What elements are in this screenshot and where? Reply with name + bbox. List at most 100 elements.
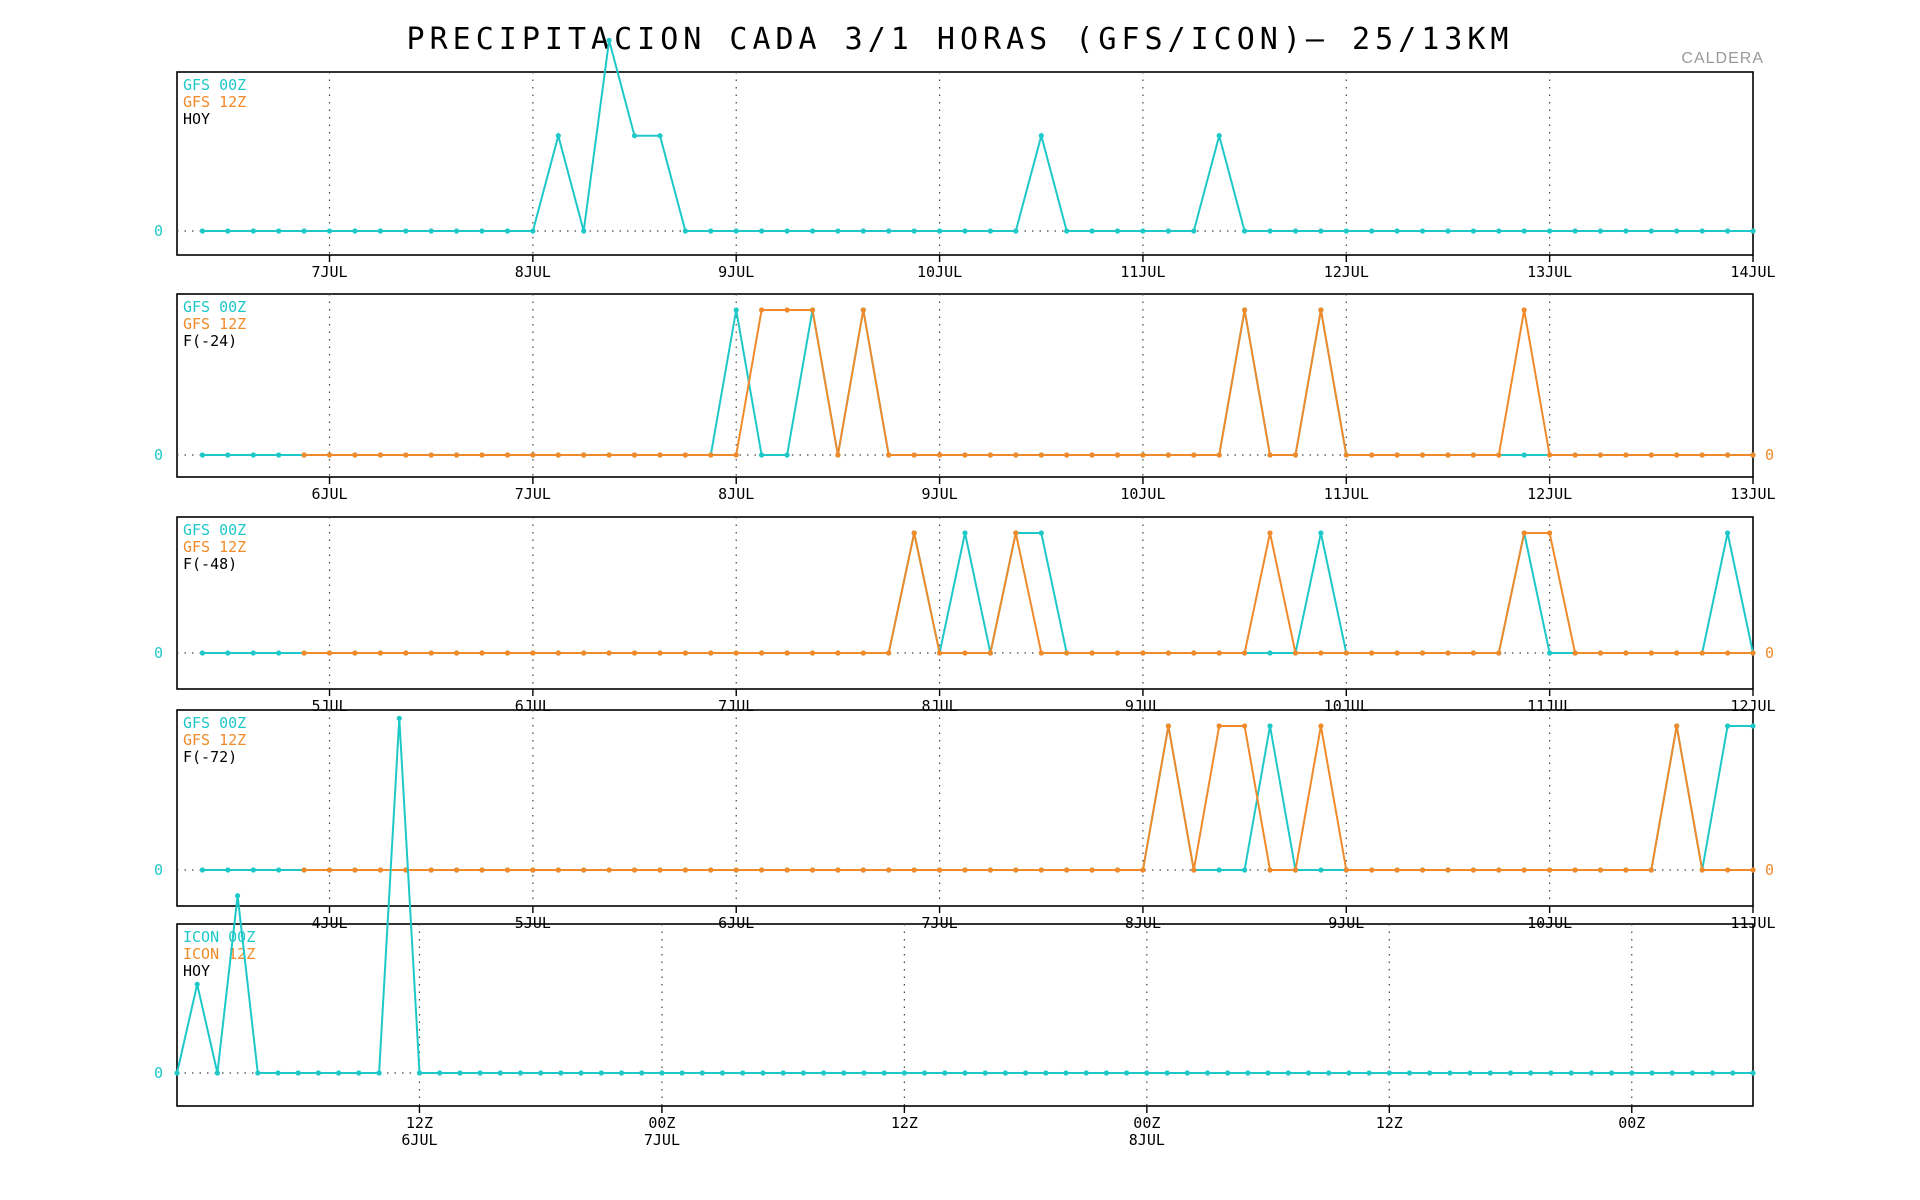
panel-3-series-12z-point	[809, 650, 816, 656]
panel-3-series-12z-point	[377, 650, 383, 656]
panel-4-series-12z-point	[1597, 867, 1604, 873]
panel-5-series-00z-point	[1406, 1070, 1413, 1076]
panel-3-series-12z-point	[1470, 650, 1476, 656]
panel-5-frame	[176, 923, 1754, 1107]
panel-2-series-12z-point	[1725, 452, 1731, 458]
panel-1-series-00z-point	[1089, 228, 1095, 234]
panel-1-series-00z-point	[733, 228, 739, 234]
panel-3-tick-label: 6JUL	[515, 697, 551, 715]
panel-5-series-00z-line	[176, 718, 1753, 1074]
panel-3-series-12z-point	[886, 650, 892, 656]
panel-5-tick-label-date: 7JUL	[644, 1131, 680, 1149]
panel-4-series-00z-point	[1750, 723, 1756, 729]
panel-5-series-00z-point	[315, 1070, 321, 1076]
panel-2-series-12z-point	[657, 452, 663, 458]
panel-3-series-12z-point	[631, 650, 638, 656]
panel-3-series-12z-point	[1623, 650, 1629, 656]
panel-1-legend-2: GFS 12Z	[183, 93, 246, 111]
panel-4-series-00z-point	[199, 867, 205, 873]
panel-3-series-12z-point	[428, 650, 434, 656]
panel-2-series-12z-point	[809, 307, 816, 313]
panel-3-series-12z-point	[352, 650, 358, 656]
panel-4-series-12z-point	[1699, 867, 1705, 873]
panel-5-series-00z-point	[982, 1070, 988, 1076]
panel-3-series-12z-point	[1521, 530, 1527, 536]
panel-3-series-12z-point	[784, 650, 790, 656]
panel-3-series-12z-point	[1114, 650, 1121, 656]
panel-3-series-00z-point	[199, 650, 205, 656]
panel-3-series-12z-point	[657, 650, 663, 656]
panel-4-series-12z-point	[428, 867, 434, 873]
panel-2-series-12z-point	[428, 452, 434, 458]
panel-4-tick-label: 5JUL	[515, 914, 551, 932]
panel-3-series-00z-point	[250, 650, 256, 656]
panel-1-series-00z-point	[911, 228, 917, 234]
panel-1-series-00z-point	[1140, 228, 1146, 234]
panel-1-series-00z-point	[784, 228, 790, 234]
panel-4-series-00z-point	[225, 867, 231, 873]
panel-1-series-00z-point	[759, 228, 765, 234]
panel-4-series-12z-point	[860, 867, 866, 873]
panel-3-series-12z-point	[1597, 650, 1604, 656]
panel-5-series-00z-point	[214, 1070, 220, 1076]
panel-1-series-00z-point	[1038, 133, 1044, 139]
panel-5-legend-2: ICON 12Z	[183, 945, 255, 963]
panel-1-series-00z-point	[937, 228, 943, 234]
panel-1-series-00z-point	[606, 37, 612, 43]
panel-4-tick-label: 9JUL	[1328, 914, 1364, 932]
panel-3-series-12z-point	[606, 650, 612, 656]
panel-1-series-00z-point	[377, 228, 383, 234]
panel-5-series-00z-point	[1326, 1070, 1332, 1076]
panel-2-series-12z-point	[454, 452, 460, 458]
panel-3-series-12z-point	[1750, 650, 1756, 656]
panel-2-series-12z-point	[530, 452, 536, 458]
panel-2-series-12z-point	[631, 452, 638, 458]
panel-4-tick-label: 11JUL	[1730, 914, 1775, 932]
panel-3-series-12z-point	[682, 650, 689, 656]
panel-3-legend-1: GFS 00Z	[183, 521, 246, 539]
panel-4-series-12z-point	[962, 867, 968, 873]
panel-4-tick-label: 6JUL	[718, 914, 754, 932]
panel-5-series-00z-point	[1043, 1070, 1049, 1076]
panel-5-series-00z-point	[659, 1070, 665, 1076]
panel-5-series-00z-point	[1265, 1070, 1271, 1076]
panel-5-series-00z-point	[1507, 1070, 1514, 1076]
panel-3-series-12z-point	[581, 650, 587, 656]
panel-4-series-12z-point	[1623, 867, 1629, 873]
panel-5-series-00z-point	[922, 1070, 928, 1076]
panel-3-tick-label: 11JUL	[1527, 697, 1572, 715]
panel-1-legend-3: HOY	[183, 110, 210, 128]
panel-5-series-00z-point	[800, 1070, 807, 1076]
panel-2-series-12z-point	[301, 452, 307, 458]
panel-1-series-00z-point	[1394, 228, 1400, 234]
panel-5-series-00z-point	[1386, 1070, 1392, 1076]
panel-1-series-00z-point	[1318, 228, 1324, 234]
panel-1-series-00z-point	[504, 228, 511, 234]
panel-2-series-12z-point	[911, 452, 917, 458]
panel-2-series-12z-point	[1343, 452, 1349, 458]
panel-5-series-00z-point	[1164, 1070, 1170, 1076]
panel-3-series-12z-point	[1242, 650, 1248, 656]
panel-2-series-12z-point	[759, 307, 765, 313]
panel-5-series-00z-point	[1487, 1070, 1493, 1076]
panel-1-series-00z-point	[1623, 228, 1629, 234]
panel-2-tick-label: 12JUL	[1527, 485, 1572, 503]
panel-3-series-00z-point	[1038, 530, 1044, 536]
panel-2-tick-label: 10JUL	[1120, 485, 1165, 503]
panel-3-series-00z-point	[962, 530, 968, 536]
panel-5-series-00z-point	[1023, 1070, 1029, 1076]
panel-3-series-12z-point	[1496, 650, 1502, 656]
panel-2-tick-label: 7JUL	[515, 485, 551, 503]
panel-5-series-00z-point	[255, 1070, 261, 1076]
panel-3-series-12z-point	[504, 650, 511, 656]
panel-3-tick-label: 9JUL	[1125, 697, 1161, 715]
panel-5-series-00z-point	[639, 1070, 645, 1076]
panel-2-zero-label-right: 0	[1765, 446, 1774, 464]
panel-3-series-12z-point	[1547, 530, 1553, 536]
panel-1-series-00z-point	[962, 228, 968, 234]
panel-5-series-00z-point	[780, 1070, 786, 1076]
panel-1-series-00z-point	[1013, 228, 1019, 234]
panel-5-series-00z-point	[295, 1070, 301, 1076]
panel-5-series-00z-point	[1124, 1070, 1130, 1076]
